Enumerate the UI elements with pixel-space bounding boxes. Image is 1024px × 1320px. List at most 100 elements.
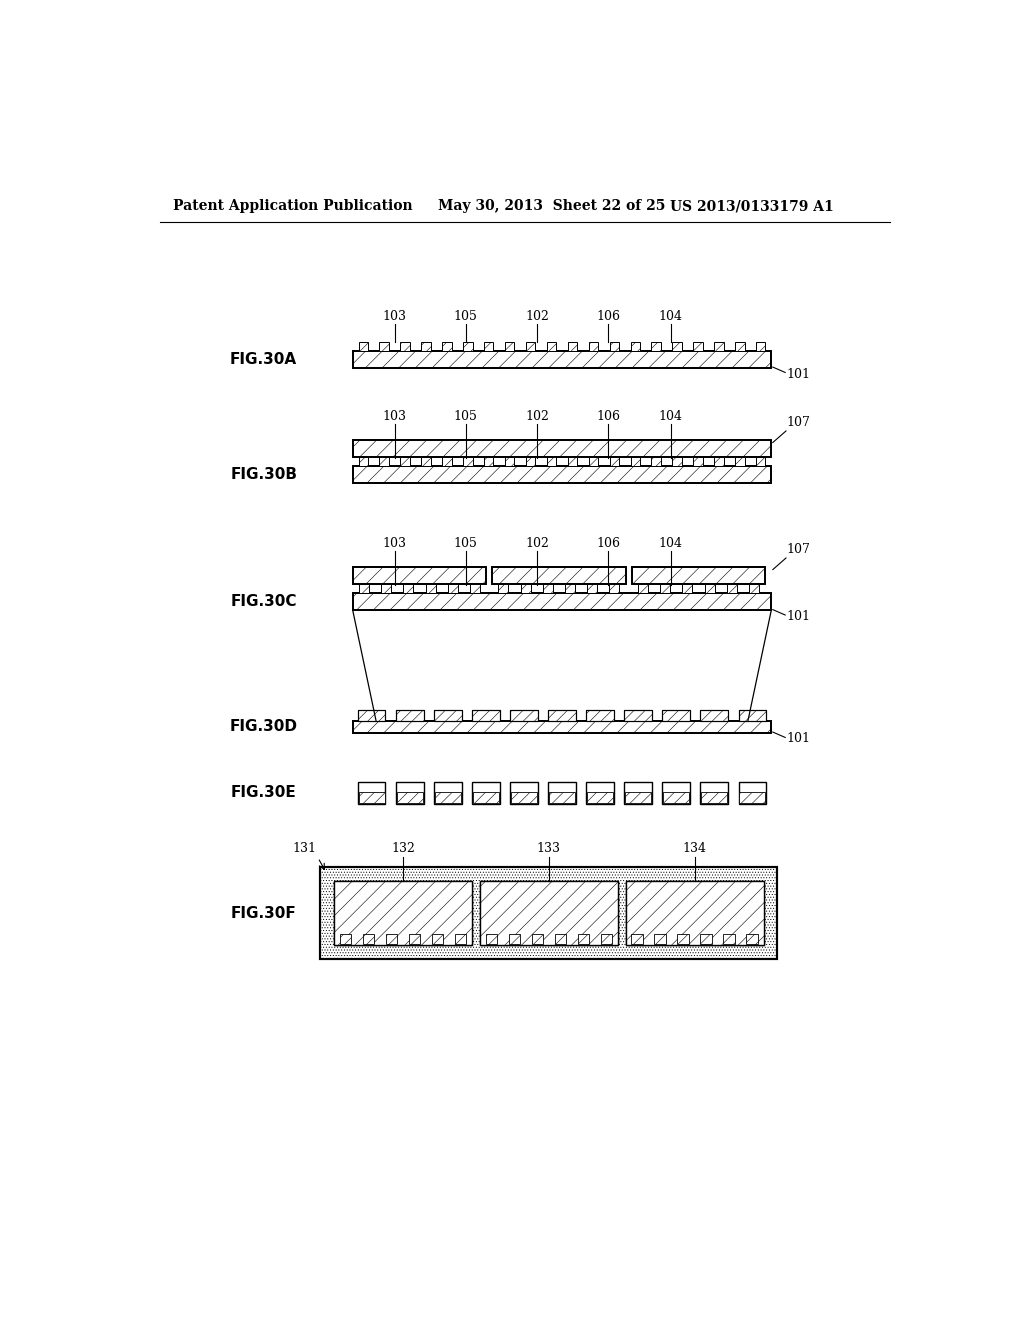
Text: FIG.30D: FIG.30D — [229, 719, 298, 734]
Text: 105: 105 — [454, 310, 477, 323]
Bar — [472, 710, 500, 721]
Bar — [442, 457, 452, 466]
Bar — [565, 585, 575, 594]
Bar — [321, 867, 777, 960]
Bar — [352, 568, 486, 585]
Bar — [555, 933, 566, 944]
Bar — [700, 781, 728, 804]
Bar — [631, 457, 640, 466]
Bar — [510, 781, 538, 804]
Bar — [549, 792, 574, 803]
Bar — [511, 792, 537, 803]
Bar — [625, 781, 652, 804]
Bar — [352, 721, 771, 733]
Bar — [727, 585, 736, 594]
Bar — [548, 781, 575, 804]
Bar — [380, 342, 389, 351]
Bar — [589, 342, 598, 351]
Bar — [567, 457, 578, 466]
Bar — [654, 933, 666, 944]
Bar — [587, 710, 613, 721]
Bar — [505, 342, 514, 351]
Bar — [578, 933, 589, 944]
Bar — [358, 781, 385, 804]
Bar — [663, 781, 690, 804]
Bar — [700, 710, 728, 721]
Bar — [631, 342, 640, 351]
Bar — [403, 585, 414, 594]
Bar — [493, 568, 626, 585]
Bar — [705, 585, 715, 594]
Text: 107: 107 — [786, 544, 811, 557]
Bar — [714, 457, 724, 466]
Text: 106: 106 — [596, 411, 621, 424]
Bar — [673, 457, 682, 466]
Bar — [463, 457, 472, 466]
Bar — [677, 933, 689, 944]
Bar — [421, 457, 431, 466]
Bar — [499, 585, 508, 594]
Bar — [663, 710, 690, 721]
Bar — [380, 457, 389, 466]
Bar — [626, 880, 764, 945]
Bar — [484, 342, 494, 351]
Text: FIG.30C: FIG.30C — [230, 594, 297, 610]
Bar — [714, 342, 724, 351]
Bar — [700, 933, 712, 944]
Text: FIG.30B: FIG.30B — [230, 467, 297, 482]
Bar — [510, 710, 538, 721]
Bar — [472, 710, 500, 721]
Bar — [651, 342, 660, 351]
Bar — [609, 457, 620, 466]
Bar — [543, 585, 553, 594]
Bar — [531, 933, 543, 944]
Text: 104: 104 — [658, 411, 683, 424]
Bar — [625, 710, 652, 721]
Bar — [660, 585, 670, 594]
Text: US 2013/0133179 A1: US 2013/0133179 A1 — [671, 199, 835, 213]
Bar — [673, 342, 682, 351]
Bar — [700, 710, 728, 721]
Bar — [632, 568, 765, 585]
Text: 106: 106 — [596, 537, 621, 550]
Text: May 30, 2013  Sheet 22 of 25: May 30, 2013 Sheet 22 of 25 — [438, 199, 666, 213]
Bar — [321, 867, 777, 960]
Bar — [625, 710, 652, 721]
Text: 102: 102 — [525, 310, 549, 323]
Text: 105: 105 — [454, 411, 477, 424]
Text: FIG.30E: FIG.30E — [230, 785, 297, 800]
Text: 103: 103 — [383, 537, 407, 550]
Bar — [723, 933, 735, 944]
Bar — [626, 792, 651, 803]
Text: 101: 101 — [786, 367, 811, 380]
Bar — [421, 342, 431, 351]
Text: 132: 132 — [391, 842, 415, 855]
Bar — [432, 933, 443, 944]
Bar — [548, 710, 575, 721]
Text: 104: 104 — [658, 310, 683, 323]
Bar — [520, 585, 530, 594]
Bar — [358, 457, 368, 466]
Bar — [352, 351, 771, 368]
Text: 133: 133 — [537, 842, 561, 855]
Bar — [693, 457, 702, 466]
Bar — [409, 933, 421, 944]
Text: 105: 105 — [454, 537, 477, 550]
Bar — [447, 585, 458, 594]
Bar — [473, 792, 499, 803]
Bar — [651, 457, 660, 466]
Bar — [600, 933, 612, 944]
Bar — [434, 781, 462, 804]
Bar — [334, 880, 472, 945]
Text: 107: 107 — [786, 416, 811, 429]
Bar — [396, 781, 424, 804]
Bar — [609, 342, 620, 351]
Bar — [463, 342, 472, 351]
Bar — [526, 342, 536, 351]
Bar — [352, 351, 771, 368]
Bar — [739, 792, 765, 803]
Bar — [626, 880, 764, 945]
Text: 101: 101 — [786, 733, 811, 746]
Bar — [480, 880, 617, 945]
Bar — [493, 568, 626, 585]
